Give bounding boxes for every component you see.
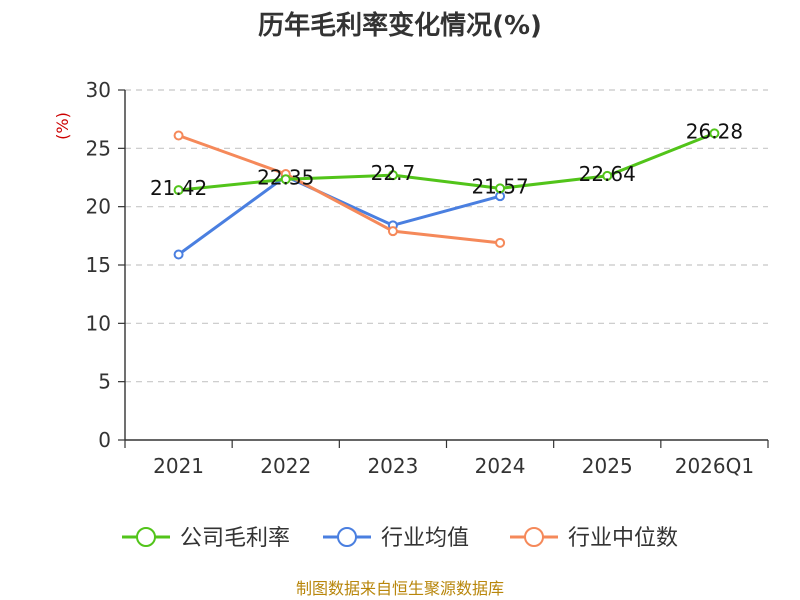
data-point <box>709 128 720 139</box>
x-tick-label: 2021 <box>153 454 204 478</box>
x-tick-labels: 2021 2022 2023 2024 2025 2026Q1 <box>153 454 754 478</box>
data-label: 22.7 <box>371 161 416 185</box>
data-label: 21.42 <box>150 176 207 200</box>
x-tick-label: 2023 <box>367 454 418 478</box>
data-point <box>495 237 506 248</box>
y-tick-label: 25 <box>86 136 111 160</box>
data-label: 22.64 <box>579 162 636 186</box>
data-point <box>387 170 398 181</box>
axes <box>124 90 769 448</box>
y-axis-label: (%) <box>53 112 72 140</box>
y-tick-label: 20 <box>86 195 111 219</box>
data-point <box>387 226 398 237</box>
data-point <box>173 185 184 196</box>
x-tick-label: 2022 <box>260 454 311 478</box>
x-tick-label: 2024 <box>475 454 526 478</box>
data-label: 26.28 <box>686 119 743 143</box>
legend-marker <box>337 527 357 547</box>
data-label: 22.35 <box>257 165 314 189</box>
x-tick-label: 2025 <box>582 454 633 478</box>
data-labels: 21.42 22.35 22.7 21.57 22.64 26.28 <box>150 119 743 200</box>
legend: 公司毛利率 行业均值 行业中位数 <box>122 526 678 551</box>
y-tick-label: 30 <box>86 78 111 102</box>
chart-title: 历年毛利率变化情况(%) <box>258 10 542 41</box>
y-tick-label: 10 <box>86 311 111 335</box>
data-label: 21.57 <box>471 174 528 198</box>
grid-lines <box>125 89 768 383</box>
legend-item: 公司毛利率 <box>122 526 290 551</box>
data-point <box>495 183 506 194</box>
y-tick-label: 15 <box>86 253 111 277</box>
y-tick-labels: 0 5 10 15 20 25 30 <box>86 78 125 452</box>
data-point <box>280 174 291 185</box>
y-tick-label: 0 <box>98 428 111 452</box>
data-point <box>173 249 184 260</box>
y-tick-label: 5 <box>98 370 111 394</box>
data-point <box>602 170 613 181</box>
legend-item: 行业中位数 <box>510 526 678 551</box>
series-line <box>177 174 501 256</box>
x-tick-label: 2026Q1 <box>675 454 754 478</box>
data-point <box>173 130 184 141</box>
series-line <box>178 132 715 192</box>
legend-item: 行业均值 <box>323 526 469 551</box>
series-line <box>178 134 501 245</box>
legend-marker <box>524 527 544 547</box>
series-0 <box>173 128 720 196</box>
source-note: 制图数据来自恒生聚源数据库 <box>296 579 504 598</box>
legend-label: 行业中位数 <box>568 526 678 551</box>
legend-label: 公司毛利率 <box>180 526 290 551</box>
legend-marker <box>136 527 156 547</box>
series-lines <box>173 128 720 260</box>
legend-label: 行业均值 <box>381 526 469 551</box>
